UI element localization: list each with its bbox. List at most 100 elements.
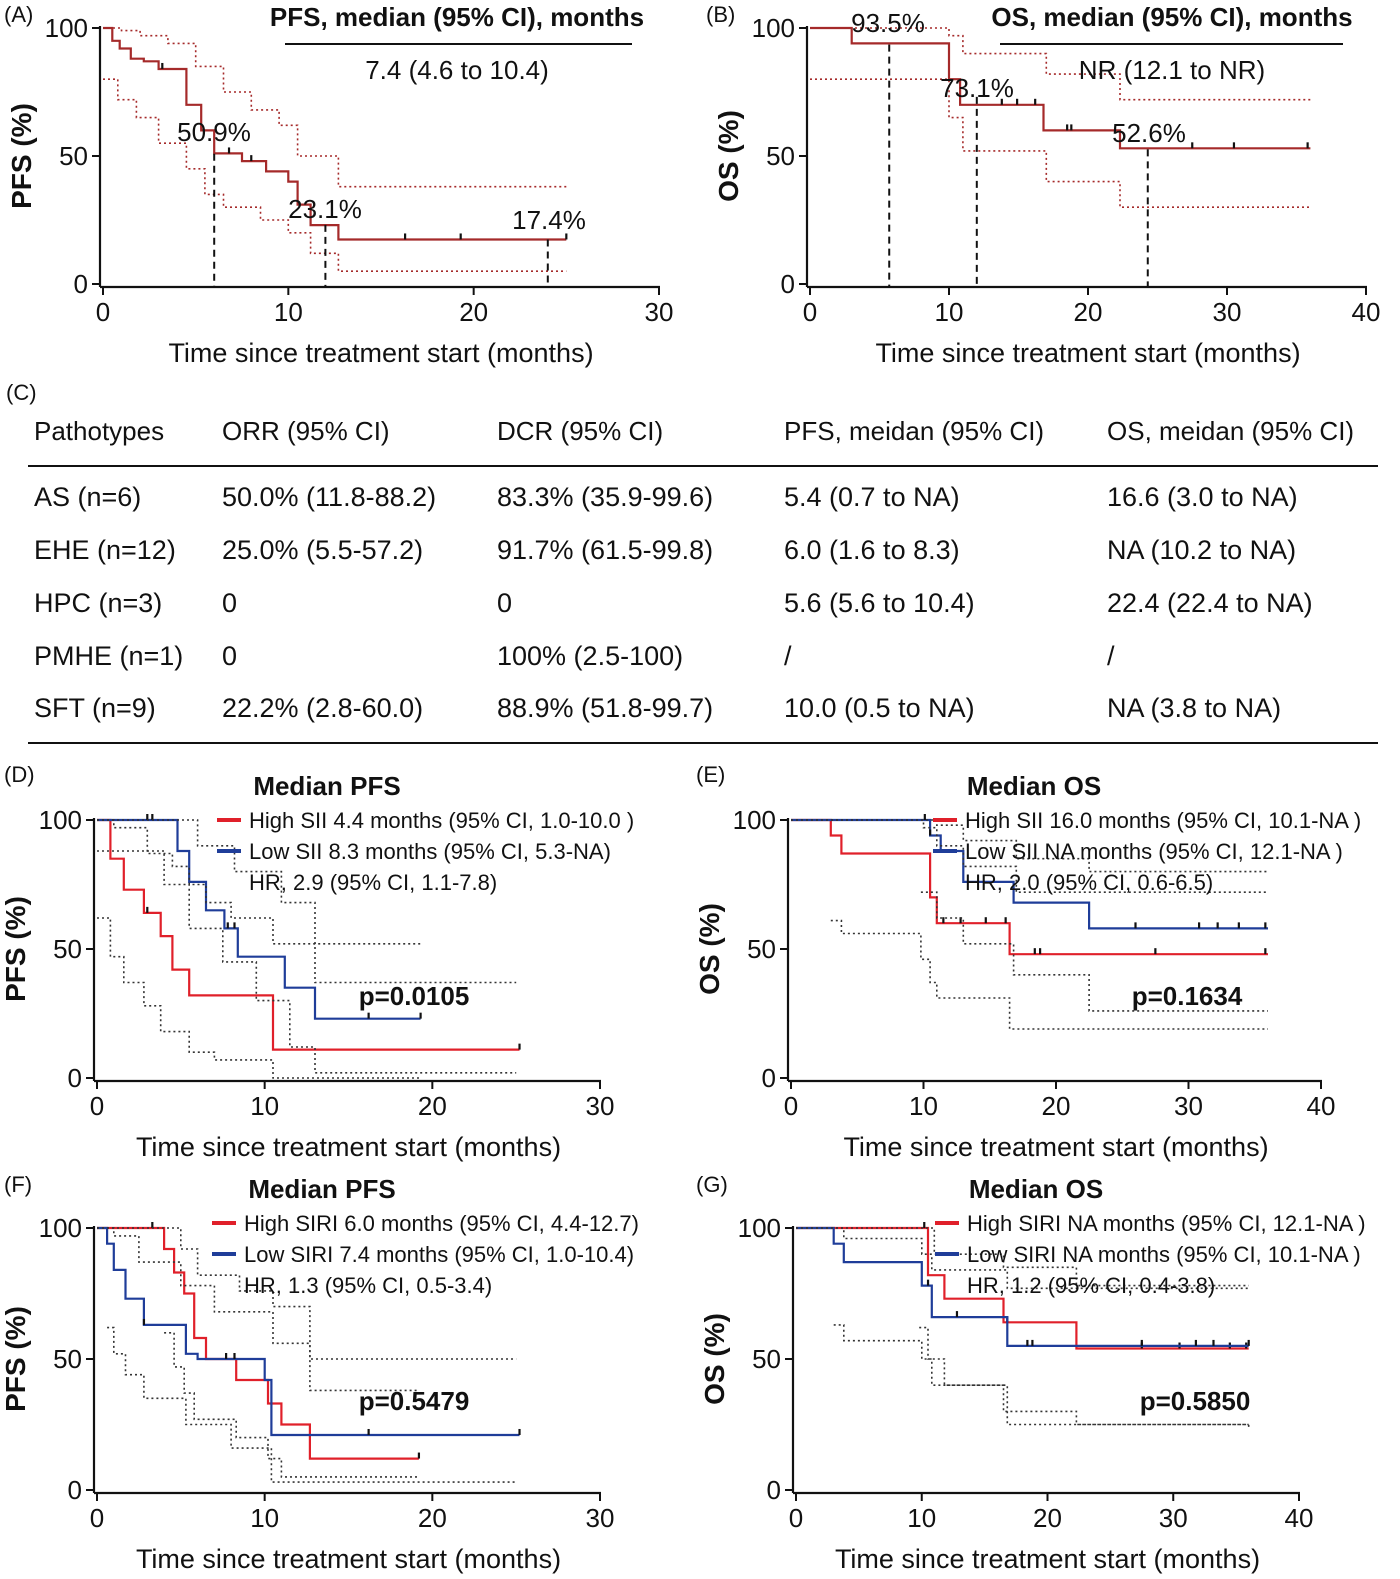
table-header-cell: ORR (95% CI) — [222, 416, 390, 446]
table-cell: 83.3% (35.9-99.6) — [497, 482, 714, 512]
x-tick-label: 20 — [1074, 297, 1103, 327]
ci-line — [97, 1227, 517, 1360]
ci-line — [796, 1227, 1249, 1290]
panel-title: Median PFS — [253, 771, 400, 801]
ci-line — [833, 1324, 1250, 1428]
y-tick-label: 50 — [59, 141, 88, 171]
survival-curve-2 — [97, 818, 421, 1020]
x-tick-label: 40 — [1352, 297, 1381, 327]
y-tick-label: 0 — [762, 1063, 776, 1093]
y-tick-label: 100 — [39, 1213, 82, 1243]
table-cell: 22.2% (2.8-60.0) — [222, 693, 424, 723]
y-tick-label: 100 — [45, 13, 88, 43]
panel-label: (A) — [4, 2, 33, 27]
x-axis-title: Time since treatment start (months) — [875, 338, 1300, 368]
table-cell: PMHE (n=1) — [34, 641, 184, 671]
x-tick-label: 10 — [935, 297, 964, 327]
legend-entry-low: Low SII NA months (95% CI, 12.1-NA ) — [965, 839, 1343, 864]
x-tick-label: 10 — [250, 1091, 279, 1121]
survival-curve-2 — [791, 818, 1268, 930]
panel-title: Median OS — [967, 771, 1101, 801]
x-tick-label: 0 — [96, 297, 110, 327]
x-tick-label: 10 — [274, 297, 303, 327]
legend-entry-high: High SII 4.4 months (95% CI, 1.0-10.0 ) — [249, 808, 634, 833]
legend-f: Median PFS High SIRI 6.0 months (95% CI, … — [212, 1174, 639, 1416]
table-header-cell: DCR (95% CI) — [497, 416, 664, 446]
y-tick-label: 0 — [68, 1475, 82, 1505]
table-cell: SFT (n=9) — [34, 693, 156, 723]
pathotype-table: (C) Pathotypes ORR (95% CI) DCR (95% CI)… — [0, 380, 1400, 760]
p-value: p=0.5479 — [359, 1386, 470, 1416]
table-row: PMHE (n=1) 0 100% (2.5-100) / / — [0, 641, 1400, 681]
y-tick-label: 0 — [74, 269, 88, 299]
hazard-ratio: HR, 2.9 (95% CI, 1.1-7.8) — [249, 870, 497, 895]
legend-entry-low: Low SIRI 7.4 months (95% CI, 1.0-10.4) — [244, 1242, 634, 1267]
panel-a-annotation: 23.1% — [288, 194, 362, 224]
ci-line — [810, 27, 1311, 101]
panel-a-annotation: 50.9% — [177, 117, 251, 147]
x-tick-label: 0 — [803, 297, 817, 327]
ci-line — [810, 78, 1311, 208]
table-header-cell: OS, meidan (95% CI) — [1107, 416, 1355, 446]
panel-label-c: (C) — [6, 380, 37, 405]
table-header-cell: Pathotypes — [34, 416, 165, 446]
ci-line — [97, 819, 517, 984]
ci-line — [103, 78, 567, 272]
legend-entry-low: Low SII 8.3 months (95% CI, 5.3-NA) — [249, 839, 611, 864]
table-cell: 91.7% (61.5-99.8) — [497, 535, 714, 565]
y-tick-label: 0 — [767, 1475, 781, 1505]
y-axis-title: PFS (%) — [6, 103, 37, 209]
x-tick-label: 10 — [909, 1091, 938, 1121]
p-value: p=0.1634 — [1132, 981, 1243, 1011]
panel-a-header: PFS, median (95% CI), months — [270, 2, 644, 32]
panel-label: (D) — [4, 762, 35, 787]
y-axis-title: OS (%) — [694, 903, 725, 995]
table-cell: 0 — [222, 641, 238, 671]
legend-entry-low: Low SIRI NA months (95% CI, 10.1-NA ) — [967, 1242, 1361, 1267]
p-value: p=0.5850 — [1140, 1386, 1251, 1416]
y-tick-label: 100 — [39, 805, 82, 835]
y-tick-label: 50 — [766, 141, 795, 171]
survival-curve-1 — [810, 26, 1311, 150]
legend-entry-high: High SIRI 6.0 months (95% CI, 4.4-12.7) — [244, 1211, 639, 1236]
y-axis-title: PFS (%) — [0, 896, 31, 1002]
x-axis-title: Time since treatment start (months) — [835, 1544, 1260, 1574]
panel-b-header: OS, median (95% CI), months — [991, 2, 1352, 32]
table-row: EHE (n=12) 25.0% (5.5-57.2) 91.7% (61.5-… — [0, 535, 1400, 575]
y-tick-label: 50 — [53, 934, 82, 964]
y-tick-label: 100 — [738, 1213, 781, 1243]
legend-entry-high: High SIRI NA months (95% CI, 12.1-NA ) — [967, 1211, 1366, 1236]
chart-panel-b: (B) 0 10 20 30 40 0 50 100 Time since treatment s… — [706, 2, 1380, 368]
x-tick-label: 20 — [459, 297, 488, 327]
ci-line — [796, 1227, 1249, 1287]
y-tick-label: 50 — [752, 1344, 781, 1374]
chart-panel-g: (G) 0 10 20 30 40 0 50 100 Time since treatment s… — [696, 1172, 1313, 1574]
table-cell: AS (n=6) — [34, 482, 142, 512]
table-header-cell: PFS, meidan (95% CI) — [784, 416, 1045, 446]
table-cell: NA (10.2 to NA) — [1107, 535, 1297, 565]
panel-label: (B) — [706, 2, 735, 27]
ci-line — [164, 1332, 419, 1478]
x-tick-label: 30 — [586, 1091, 615, 1121]
chart-panel-f: (F) 0 10 20 30 0 50 100 Time since treatment sta… — [0, 1172, 614, 1574]
y-axis-title: OS (%) — [699, 1313, 730, 1405]
table-rule-bottom — [28, 742, 1378, 744]
x-axis-title: Time since treatment start (months) — [168, 338, 593, 368]
x-tick-label: 10 — [907, 1503, 936, 1533]
panel-title: Median PFS — [248, 1174, 395, 1204]
x-tick-label: 0 — [90, 1503, 104, 1533]
ci-line — [830, 919, 1268, 1030]
table-cell: 5.6 (5.6 to 10.4) — [784, 588, 975, 618]
x-tick-label: 20 — [418, 1091, 447, 1121]
survival-curve-1 — [97, 1226, 419, 1460]
table-cell: 0 — [222, 588, 238, 618]
p-value: p=0.0105 — [359, 981, 470, 1011]
y-tick-label: 50 — [53, 1344, 82, 1374]
legend-e: Median OS High SII 16.0 months (95% CI, 1… — [933, 771, 1361, 1011]
panel-b-median: NR (12.1 to NR) — [1079, 55, 1265, 85]
panel-b-annotation: 52.6% — [1112, 118, 1186, 148]
survival-curve-1 — [97, 818, 520, 1051]
table-cell: / — [784, 641, 792, 671]
table-cell: HPC (n=3) — [34, 588, 163, 618]
ci-line — [103, 27, 567, 188]
